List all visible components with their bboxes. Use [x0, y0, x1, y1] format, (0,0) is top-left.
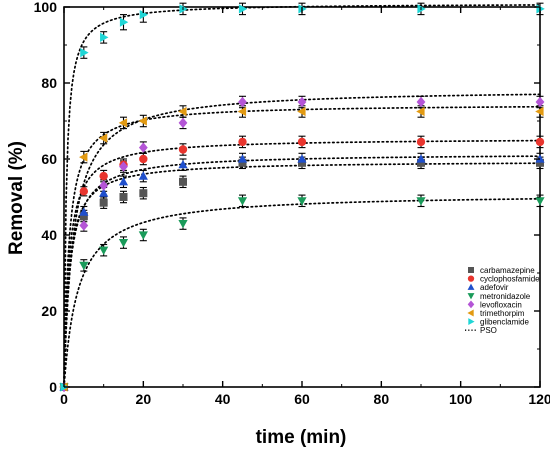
- data-point-cyclophosfamide: [535, 137, 545, 147]
- data-point-metronidazole: [237, 197, 248, 206]
- legend-label: adefovir: [480, 283, 509, 292]
- data-point-trimethorpim: [138, 116, 147, 126]
- legend-label: metronidazole: [480, 292, 531, 301]
- data-point-levofloxacin: [99, 180, 109, 191]
- data-point-glibenclamide: [417, 4, 426, 14]
- data-point-cyclophosfamide: [79, 187, 89, 196]
- data-point-metronidazole: [118, 239, 129, 248]
- data-point-trimethorpim: [118, 118, 128, 128]
- data-point-glibenclamide: [139, 10, 149, 20]
- data-point-carbamazepine: [179, 177, 187, 186]
- legend-label: carbamazepine: [480, 266, 535, 275]
- data-point-carbamazepine: [99, 198, 108, 207]
- legend-marker-cyclophosfamide: [467, 275, 475, 282]
- data-point-cyclophosfamide: [297, 137, 307, 147]
- y-tick-label: 0: [49, 379, 57, 395]
- data-point-levofloxacin: [416, 96, 426, 108]
- x-tick-label: 20: [136, 391, 152, 407]
- data-point-trimethorpim: [178, 106, 187, 117]
- y-tick-label: 20: [41, 303, 57, 319]
- data-point-cyclophosfamide: [178, 145, 188, 154]
- legend: carbamazepinecyclophosfamideadefovirmetr…: [465, 266, 540, 335]
- data-point-cyclophosfamide: [99, 171, 108, 181]
- data-point-levofloxacin: [138, 142, 148, 153]
- data-point-cyclophosfamide: [139, 154, 148, 164]
- x-axis-ticks: 0 20 40 60 80 100 120: [60, 7, 550, 407]
- data-point-metronidazole: [99, 246, 109, 255]
- data-point-trimethorpim: [416, 106, 425, 117]
- data-point-levofloxacin: [238, 96, 247, 108]
- data-point-levofloxacin: [79, 220, 89, 231]
- x-tick-label: 0: [60, 391, 68, 407]
- y-tick-label: 80: [41, 75, 57, 91]
- pso-fit-curve: [63, 139, 541, 388]
- y-tick-label: 60: [41, 151, 57, 167]
- data-point-adefovir: [79, 207, 89, 216]
- data-point-adefovir: [237, 154, 248, 163]
- data-point-adefovir: [416, 154, 426, 163]
- legend-marker-levofloxacin: [467, 300, 475, 309]
- data-point-trimethorpim: [297, 106, 306, 117]
- pso-fit-curve: [63, 197, 541, 388]
- data-point-trimethorpim: [535, 106, 544, 117]
- data-point-levofloxacin: [178, 117, 188, 129]
- data-point-glibenclamide: [238, 4, 248, 14]
- data-point-metronidazole: [297, 197, 307, 206]
- y-tick-label: 40: [41, 227, 57, 243]
- data-points: [59, 4, 545, 393]
- data-point-levofloxacin: [297, 96, 307, 108]
- data-point-carbamazepine: [536, 158, 544, 167]
- data-point-metronidazole: [535, 197, 545, 206]
- data-point-adefovir: [118, 177, 129, 186]
- x-tick-label: 80: [374, 391, 390, 407]
- data-point-carbamazepine: [119, 193, 128, 201]
- data-point-carbamazepine: [79, 212, 88, 220]
- data-point-carbamazepine: [298, 158, 306, 167]
- legend-marker-trimethorpim: [467, 309, 474, 317]
- legend-label: levofloxacin: [480, 300, 522, 309]
- data-point-adefovir: [99, 188, 109, 197]
- data-point-adefovir: [138, 171, 148, 180]
- x-tick-label: 60: [294, 391, 310, 407]
- pso-fit-curve: [63, 105, 541, 388]
- data-point-glibenclamide: [179, 4, 188, 14]
- data-point-metronidazole: [416, 197, 426, 206]
- y-tick-label: 100: [34, 0, 58, 15]
- x-tick-label: 100: [449, 391, 473, 407]
- data-point-glibenclamide: [80, 48, 89, 58]
- data-point-metronidazole: [138, 231, 148, 240]
- data-point-adefovir: [178, 159, 188, 169]
- data-point-metronidazole: [178, 220, 188, 229]
- data-point-carbamazepine: [238, 158, 247, 167]
- y-axis-ticks: 0 20 40 60 80 100: [34, 0, 540, 395]
- data-point-cyclophosfamide: [238, 137, 247, 147]
- data-point-carbamazepine: [139, 189, 148, 198]
- legend-label: trimethorpim: [480, 309, 525, 318]
- legend-label: cyclophosfamide: [480, 275, 540, 284]
- data-point-levofloxacin: [535, 96, 545, 108]
- data-point-trimethorpim: [98, 133, 108, 143]
- data-point-adefovir: [297, 154, 307, 163]
- legend-label: glibenclamide: [480, 318, 529, 327]
- data-point-metronidazole: [79, 261, 89, 271]
- legend-marker-adefovir: [467, 283, 475, 290]
- legend-marker-glibenclamide: [468, 318, 475, 326]
- x-axis-title: time (min): [256, 427, 347, 448]
- data-point-carbamazepine: [417, 158, 425, 167]
- data-point-glibenclamide: [100, 32, 109, 42]
- data-point-cyclophosfamide: [416, 137, 426, 147]
- data-point-trimethorpim: [79, 152, 88, 162]
- data-point-glibenclamide: [119, 17, 129, 27]
- data-point-trimethorpim: [237, 106, 247, 117]
- legend-label: PSO: [480, 326, 497, 335]
- legend-marker-carbamazepine: [468, 267, 474, 273]
- x-tick-label: 40: [215, 391, 231, 407]
- data-point-levofloxacin: [119, 161, 128, 172]
- x-tick-label: 120: [528, 391, 550, 407]
- error-bars: [80, 2, 544, 272]
- legend-marker-metronidazole: [467, 293, 475, 300]
- y-axis-title: Removal (%): [6, 141, 27, 255]
